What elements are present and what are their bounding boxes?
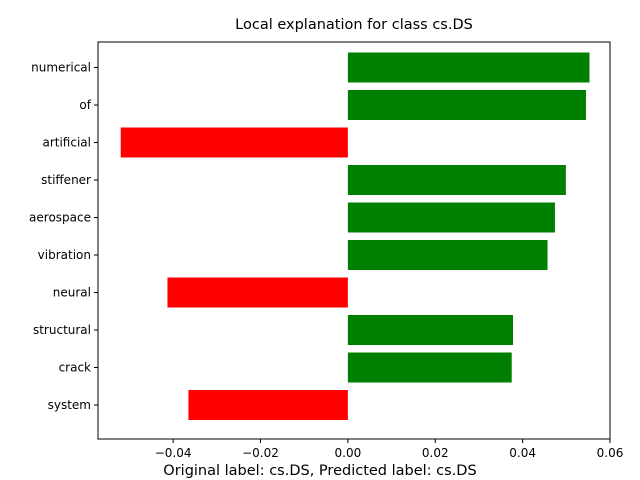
x-axis-ticks: −0.04 −0.02 0.00 0.02 0.04 0.06 [155, 439, 624, 460]
bar-numerical [347, 52, 590, 83]
bar-neural [167, 277, 348, 308]
y-tick-label: structural [33, 323, 91, 337]
y-tick-label: neural [53, 286, 91, 300]
bar-aerospace [347, 202, 555, 233]
x-tick-label: 0.04 [509, 446, 536, 460]
x-tick-label: −0.02 [242, 446, 279, 460]
chart-title: Local explanation for class cs.DS [235, 17, 473, 33]
bars-group [120, 52, 590, 420]
bar-stiffener [347, 165, 566, 195]
y-tick-label: stiffener [41, 173, 91, 187]
bar-crack [347, 352, 512, 383]
x-tick-label: 0.06 [597, 446, 624, 460]
plot-frame [97, 41, 611, 440]
y-tick-label: crack [59, 361, 91, 375]
y-tick-label: of [79, 98, 91, 112]
bar-vibration [347, 240, 548, 270]
x-tick-label: 0.00 [335, 446, 362, 460]
bar-artificial [120, 127, 348, 158]
y-tick-label: artificial [42, 136, 91, 150]
x-tick-label: 0.02 [422, 446, 449, 460]
y-tick-label: aerospace [29, 211, 91, 225]
bar-structural [347, 315, 514, 345]
x-tick-label: −0.04 [155, 446, 192, 460]
y-tick-label: system [48, 398, 91, 412]
y-axis-ticks: numerical of artificial stiffener aerospace v… [29, 61, 98, 412]
bar-system [188, 390, 348, 420]
bar-of [347, 90, 586, 120]
y-tick-label: vibration [38, 248, 91, 262]
y-tick-label: numerical [31, 61, 91, 75]
chart-caption: Original label: cs.DS, Predicted label: … [163, 463, 476, 479]
